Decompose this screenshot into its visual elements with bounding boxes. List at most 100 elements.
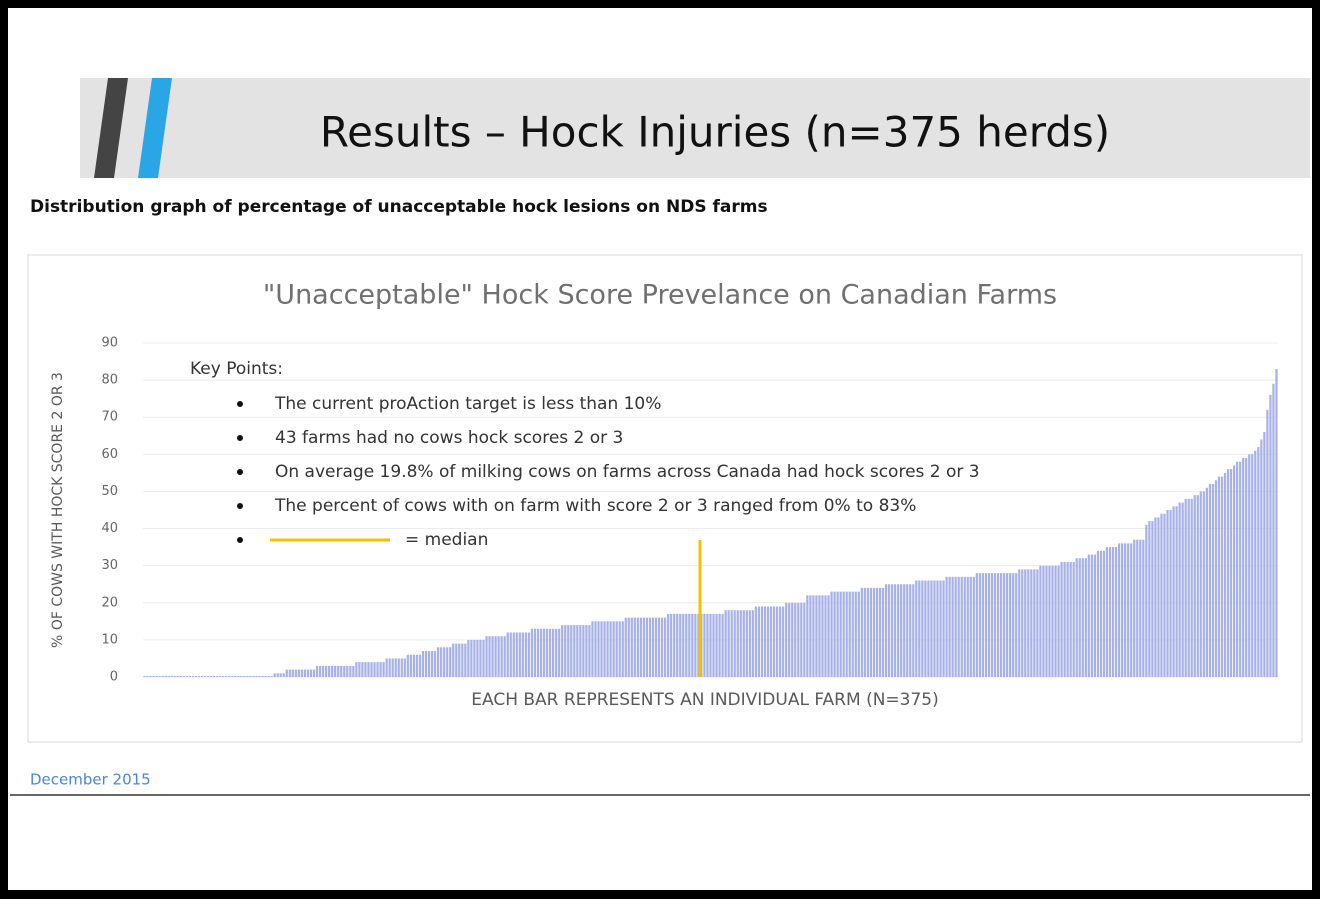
bar xyxy=(1233,465,1236,677)
bar xyxy=(984,573,988,677)
bar xyxy=(866,587,869,677)
bar xyxy=(394,658,397,677)
bar xyxy=(999,573,1003,677)
bullet xyxy=(237,537,243,543)
bar xyxy=(900,584,903,677)
bar xyxy=(515,632,518,677)
bar xyxy=(270,676,273,677)
bar xyxy=(915,580,918,677)
bar xyxy=(182,676,185,677)
bar xyxy=(878,587,882,677)
bar xyxy=(615,621,618,677)
bar xyxy=(388,658,391,677)
bar xyxy=(352,665,355,677)
bar xyxy=(1108,547,1112,677)
bar xyxy=(355,662,358,677)
bar xyxy=(473,639,476,677)
bar xyxy=(996,573,1000,677)
bar xyxy=(1184,498,1187,677)
bar xyxy=(809,595,812,677)
bar xyxy=(331,665,334,677)
bar xyxy=(382,662,385,677)
bar xyxy=(367,662,370,677)
bar xyxy=(697,613,700,677)
bar xyxy=(409,654,412,677)
bar xyxy=(418,654,422,677)
bar xyxy=(745,610,748,677)
bar xyxy=(446,647,449,677)
bar xyxy=(161,676,164,677)
bar xyxy=(679,613,682,677)
bar xyxy=(1272,383,1275,677)
bar xyxy=(385,658,388,677)
bar xyxy=(1157,517,1160,677)
bar xyxy=(1136,539,1139,677)
slide-subtitle: Distribution graph of percentage of unac… xyxy=(30,197,768,217)
bar xyxy=(361,662,364,677)
bar xyxy=(1039,565,1042,677)
bar xyxy=(491,636,494,677)
bar xyxy=(848,591,851,677)
bar xyxy=(1236,461,1239,677)
bar xyxy=(527,632,531,677)
bar xyxy=(1051,565,1054,677)
bar xyxy=(1220,476,1224,677)
bar xyxy=(1042,565,1045,677)
bar xyxy=(1102,550,1106,677)
bar xyxy=(1175,506,1178,677)
bar xyxy=(234,676,237,677)
bar xyxy=(1169,510,1172,677)
bar xyxy=(869,587,873,677)
bar xyxy=(1187,498,1190,677)
bar xyxy=(403,658,406,677)
plot: 0 10 20 30 40 50 60 70 80 90 xyxy=(101,336,1278,685)
bar xyxy=(954,576,957,677)
bar xyxy=(1148,521,1151,677)
bullet xyxy=(237,401,243,407)
bar xyxy=(903,584,906,677)
bar xyxy=(960,576,963,677)
bar xyxy=(854,591,857,677)
bar xyxy=(969,576,972,677)
bar xyxy=(815,595,818,677)
bar xyxy=(328,665,331,677)
bar xyxy=(890,584,894,677)
bar xyxy=(261,676,264,677)
bar xyxy=(673,613,676,677)
bar xyxy=(506,632,509,677)
bar xyxy=(685,613,688,677)
bar xyxy=(340,665,343,677)
y-tick-label: 60 xyxy=(101,447,118,462)
bar xyxy=(258,676,261,677)
bar xyxy=(860,587,863,677)
bar xyxy=(1030,569,1033,677)
bar xyxy=(521,632,524,677)
bar xyxy=(343,665,346,677)
bar xyxy=(334,665,337,677)
bar xyxy=(294,669,297,677)
bar xyxy=(754,606,758,677)
bar xyxy=(197,676,201,677)
bar xyxy=(427,651,431,677)
bar xyxy=(213,676,216,677)
bar xyxy=(978,573,981,677)
bar xyxy=(691,613,694,677)
bar xyxy=(727,610,730,677)
bar xyxy=(1027,569,1030,677)
bar xyxy=(206,676,210,677)
bar xyxy=(1239,461,1242,677)
bar xyxy=(570,625,573,677)
bar xyxy=(1226,469,1230,677)
bar xyxy=(567,625,570,677)
bar xyxy=(194,676,198,677)
y-tick-label: 0 xyxy=(110,670,118,685)
bar xyxy=(1105,547,1109,677)
bar xyxy=(1111,547,1115,677)
bar xyxy=(957,576,960,677)
key-points: Key Points: The current proAction target… xyxy=(190,359,980,550)
bar xyxy=(618,621,621,677)
bar xyxy=(240,676,243,677)
bar xyxy=(733,610,736,677)
bar xyxy=(712,613,715,677)
